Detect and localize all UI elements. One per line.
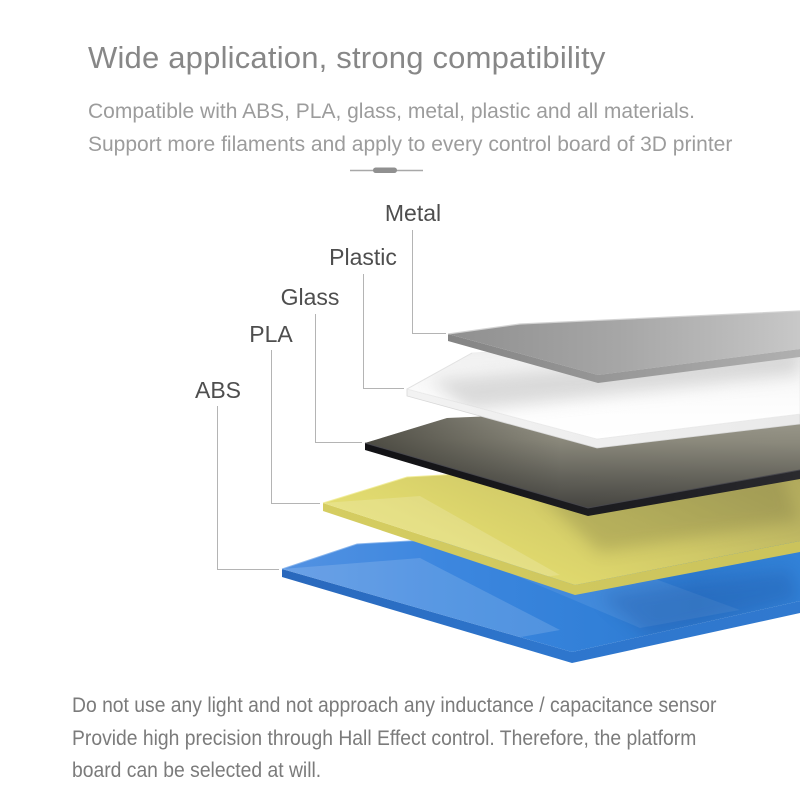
- glass-leader-line: [315, 314, 362, 443]
- footer-line-1: Do not use any light and not approach an…: [72, 694, 717, 717]
- metal-leader-line: [412, 230, 446, 334]
- label-metal: Metal: [385, 200, 441, 226]
- footer-note: Do not use any light and not approach an…: [72, 690, 716, 788]
- page-title: Wide application, strong compatibility: [88, 40, 606, 75]
- label-pla: PLA: [249, 321, 293, 347]
- label-glass: Glass: [281, 284, 340, 310]
- subtitle-line-2: Support more filaments and apply to ever…: [88, 133, 733, 156]
- hall-sensor-icon: [350, 167, 423, 173]
- abs-leader-line: [217, 406, 279, 570]
- pla-leader-line: [271, 350, 320, 504]
- label-abs: ABS: [195, 377, 241, 403]
- label-plastic: Plastic: [329, 244, 397, 270]
- plastic-leader-line: [363, 274, 404, 389]
- footer-line-2: Provide high precision through Hall Effe…: [72, 726, 697, 750]
- metal-layer: [447, 310, 800, 383]
- subtitle-line-1: Compatible with ABS, PLA, glass, metal, …: [88, 100, 695, 123]
- footer-line-3: board can be selected at will.: [72, 759, 322, 782]
- leader-lines: [217, 230, 446, 570]
- page-subtitle: Compatible with ABS, PLA, glass, metal, …: [88, 95, 732, 161]
